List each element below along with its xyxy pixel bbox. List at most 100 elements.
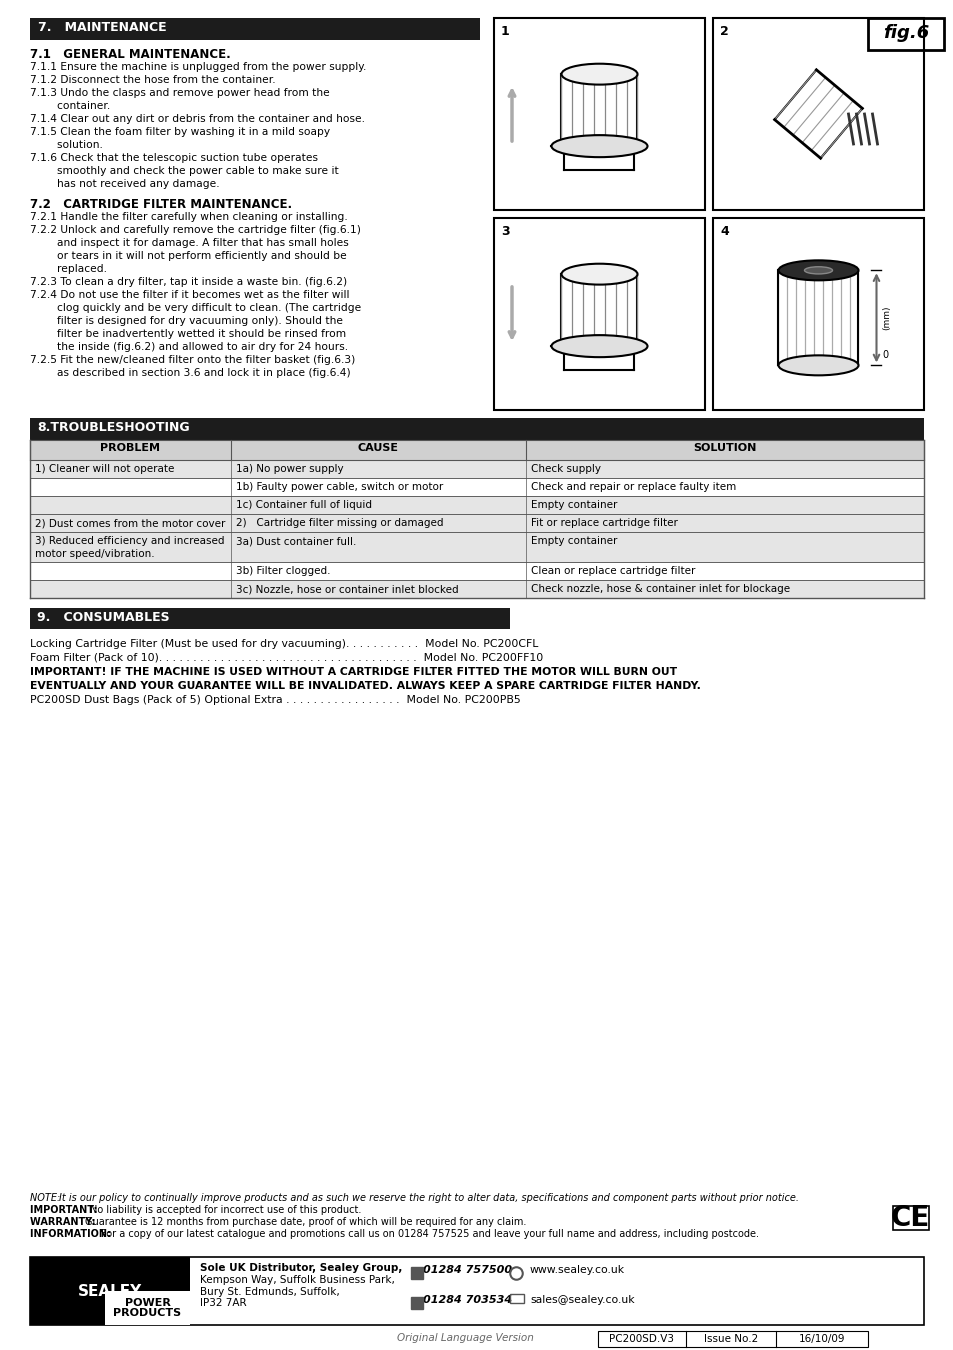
Text: 7.1.3 Undo the clasps and remove power head from the: 7.1.3 Undo the clasps and remove power h… (30, 88, 330, 99)
Text: PROBLEM: PROBLEM (100, 443, 160, 454)
Text: or tears in it will not perform efficiently and should be: or tears in it will not perform efficien… (30, 251, 346, 261)
Text: fig.6: fig.6 (882, 24, 928, 42)
Text: Sole UK Distributor, Sealey Group,: Sole UK Distributor, Sealey Group, (200, 1264, 402, 1273)
Text: Check nozzle, hose & container inlet for blockage: Check nozzle, hose & container inlet for… (531, 585, 789, 594)
Text: Guarantee is 12 months from purchase date, proof of which will be required for a: Guarantee is 12 months from purchase dat… (85, 1216, 526, 1227)
Text: 7.1.5 Clean the foam filter by washing it in a mild soapy: 7.1.5 Clean the foam filter by washing i… (30, 127, 330, 136)
Text: container.: container. (30, 101, 111, 111)
Text: 7.2.2 Unlock and carefully remove the cartridge filter (fig.6.1): 7.2.2 Unlock and carefully remove the ca… (30, 225, 360, 235)
Text: IMPORTANT! IF THE MACHINE IS USED WITHOUT A CARTRIDGE FILTER FITTED THE MOTOR WI: IMPORTANT! IF THE MACHINE IS USED WITHOU… (30, 667, 677, 676)
Bar (30, 460, 923, 478)
Text: 9.   CONSUMABLES: 9. CONSUMABLES (37, 612, 170, 624)
Bar (30, 440, 923, 460)
Bar (494, 217, 704, 410)
Ellipse shape (778, 355, 858, 375)
Bar (30, 608, 510, 629)
Text: INFORMATION:: INFORMATION: (30, 1228, 114, 1239)
Text: Empty container: Empty container (531, 536, 617, 545)
Text: 7.1.2 Disconnect the hose from the container.: 7.1.2 Disconnect the hose from the conta… (30, 76, 275, 85)
Text: smoothly and check the power cable to make sure it: smoothly and check the power cable to ma… (30, 166, 338, 176)
Ellipse shape (561, 336, 637, 356)
Text: Original Language Version: Original Language Version (396, 1332, 534, 1343)
Text: Issue No.2: Issue No.2 (703, 1334, 758, 1345)
Text: solution.: solution. (30, 140, 103, 150)
Bar (712, 217, 923, 410)
Bar (867, 18, 943, 50)
Text: 3b) Filter clogged.: 3b) Filter clogged. (235, 566, 330, 576)
Ellipse shape (778, 261, 858, 281)
Bar (30, 1257, 190, 1324)
Text: 7.1   GENERAL MAINTENANCE.: 7.1 GENERAL MAINTENANCE. (30, 49, 231, 61)
Bar (30, 495, 923, 514)
Text: 1: 1 (500, 26, 509, 38)
Bar (30, 562, 923, 580)
Text: 1) Cleaner will not operate: 1) Cleaner will not operate (35, 464, 174, 474)
Text: 1a) No power supply: 1a) No power supply (235, 464, 343, 474)
Text: sales@sealey.co.uk: sales@sealey.co.uk (530, 1295, 634, 1305)
Text: 01284 757500: 01284 757500 (422, 1265, 512, 1274)
Ellipse shape (561, 263, 637, 285)
Text: 16/10/09: 16/10/09 (798, 1334, 844, 1345)
Bar (30, 514, 923, 532)
Text: 3a) Dust container full.: 3a) Dust container full. (235, 536, 356, 545)
Text: PC200SD Dust Bags (Pack of 5) Optional Extra . . . . . . . . . . . . . . . . .  : PC200SD Dust Bags (Pack of 5) Optional E… (30, 695, 520, 705)
Text: SEALEY: SEALEY (78, 1284, 142, 1299)
Text: 4: 4 (720, 225, 728, 238)
Text: 7.1.4 Clear out any dirt or debris from the container and hose.: 7.1.4 Clear out any dirt or debris from … (30, 113, 365, 124)
Text: CAUSE: CAUSE (357, 443, 398, 454)
Ellipse shape (551, 135, 647, 157)
Text: the inside (fig.6.2) and allowed to air dry for 24 hours.: the inside (fig.6.2) and allowed to air … (30, 342, 348, 352)
Text: 7.2.5 Fit the new/cleaned filter onto the filter basket (fig.6.3): 7.2.5 Fit the new/cleaned filter onto th… (30, 355, 355, 364)
Bar (494, 18, 704, 211)
Bar (105, 1291, 190, 1324)
Text: 1b) Faulty power cable, switch or motor: 1b) Faulty power cable, switch or motor (235, 482, 443, 491)
Ellipse shape (561, 136, 637, 157)
Text: 2) Dust comes from the motor cover: 2) Dust comes from the motor cover (35, 518, 225, 528)
Text: EVENTUALLY AND YOUR GUARANTEE WILL BE INVALIDATED. ALWAYS KEEP A SPARE CARTRIDGE: EVENTUALLY AND YOUR GUARANTEE WILL BE IN… (30, 680, 700, 691)
Text: Foam Filter (Pack of 10). . . . . . . . . . . . . . . . . . . . . . . . . . . . : Foam Filter (Pack of 10). . . . . . . . … (30, 653, 542, 663)
Bar (510, 1295, 523, 1303)
Text: 3) Reduced efficiency and increased: 3) Reduced efficiency and increased (35, 536, 224, 545)
Text: 3: 3 (500, 225, 509, 238)
Text: Locking Cartridge Filter (Must be used for dry vacuuming). . . . . . . . . . .  : Locking Cartridge Filter (Must be used f… (30, 639, 537, 649)
Bar (30, 18, 479, 40)
Text: 7.1.1 Ensure the machine is unplugged from the power supply.: 7.1.1 Ensure the machine is unplugged fr… (30, 62, 366, 72)
Text: (mm): (mm) (882, 305, 890, 331)
Text: 3c) Nozzle, hose or container inlet blocked: 3c) Nozzle, hose or container inlet bloc… (235, 585, 458, 594)
Text: Clean or replace cartridge filter: Clean or replace cartridge filter (531, 566, 695, 576)
Ellipse shape (551, 335, 647, 358)
Text: SOLUTION: SOLUTION (693, 443, 756, 454)
Bar (30, 478, 923, 495)
Text: 0: 0 (882, 351, 887, 360)
Text: 7.1.6 Check that the telescopic suction tube operates: 7.1.6 Check that the telescopic suction … (30, 153, 317, 163)
Text: 2)   Cartridge filter missing or damaged: 2) Cartridge filter missing or damaged (235, 518, 443, 528)
Text: 7.2.1 Handle the filter carefully when cleaning or installing.: 7.2.1 Handle the filter carefully when c… (30, 212, 348, 221)
Text: 7.2.4 Do not use the filter if it becomes wet as the filter will: 7.2.4 Do not use the filter if it become… (30, 290, 349, 300)
Text: 1c) Container full of liquid: 1c) Container full of liquid (235, 500, 372, 510)
Text: clog quickly and be very difficult to clean. (The cartridge: clog quickly and be very difficult to cl… (30, 302, 361, 313)
Text: 2: 2 (720, 26, 728, 38)
Text: motor speed/vibration.: motor speed/vibration. (35, 549, 154, 559)
Text: 01284 703534: 01284 703534 (422, 1295, 512, 1305)
Text: Fit or replace cartridge filter: Fit or replace cartridge filter (531, 518, 678, 528)
Text: 7.   MAINTENANCE: 7. MAINTENANCE (38, 22, 167, 34)
Text: It is our policy to continually improve products and as such we reserve the righ: It is our policy to continually improve … (59, 1193, 798, 1203)
Text: has not received any damage.: has not received any damage. (30, 180, 219, 189)
Bar (598, 1331, 867, 1347)
Text: Empty container: Empty container (531, 500, 617, 510)
Text: No liability is accepted for incorrect use of this product.: No liability is accepted for incorrect u… (91, 1206, 361, 1215)
Text: Kempson Way, Suffolk Business Park,
Bury St. Edmunds, Suffolk,
IP32 7AR: Kempson Way, Suffolk Business Park, Bury… (200, 1274, 395, 1308)
Text: filter be inadvertently wetted it should be rinsed from: filter be inadvertently wetted it should… (30, 329, 346, 339)
Text: CE: CE (889, 1204, 928, 1233)
Text: PC200SD.V3: PC200SD.V3 (609, 1334, 674, 1345)
Text: IMPORTANT:: IMPORTANT: (30, 1206, 101, 1215)
Bar (892, 1206, 928, 1230)
Text: www.sealey.co.uk: www.sealey.co.uk (530, 1265, 624, 1274)
Text: 7.2   CARTRIDGE FILTER MAINTENANCE.: 7.2 CARTRIDGE FILTER MAINTENANCE. (30, 198, 292, 211)
Ellipse shape (803, 267, 832, 274)
Text: 8.TROUBLESHOOTING: 8.TROUBLESHOOTING (37, 421, 190, 433)
Bar (30, 1257, 923, 1324)
Text: 7.2.3 To clean a dry filter, tap it inside a waste bin. (fig.6.2): 7.2.3 To clean a dry filter, tap it insi… (30, 277, 347, 288)
Text: NOTE:: NOTE: (30, 1193, 63, 1203)
Bar (30, 532, 923, 562)
